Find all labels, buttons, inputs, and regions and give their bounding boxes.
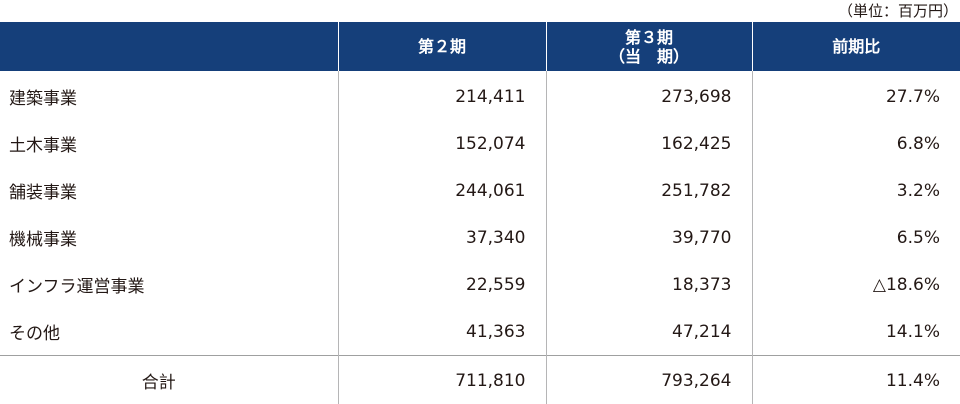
yoy-ratio-value: 3.2% [751, 167, 960, 214]
header-row: 第２期 第３期 （当 期） 前期比 [0, 22, 960, 71]
period-2-value: 22,559 [337, 261, 546, 308]
total-label: 合計 [0, 355, 338, 404]
period-3-value: 39,770 [545, 214, 752, 261]
yoy-ratio-value: 27.7% [751, 71, 960, 120]
total-period-2-value: 711,810 [337, 355, 546, 404]
period-3-value: 47,214 [545, 308, 752, 356]
table-row: 舗装事業 244,061 251,782 3.2% [0, 167, 960, 214]
yoy-ratio-value: 14.1% [751, 308, 960, 356]
header-period-3: 第３期 （当 期） [545, 22, 752, 71]
segment-name: 土木事業 [9, 136, 77, 156]
period-2-value: 244,061 [337, 167, 546, 214]
header-yoy-ratio: 前期比 [751, 22, 960, 71]
table-row: 建築事業 214,411 273,698 27.7% [0, 71, 960, 120]
header-period-3-sublabel: （当 期） [608, 46, 689, 66]
segment-name: 舗装事業 [9, 183, 77, 203]
table-body: 建築事業 214,411 273,698 27.7% 土木事業 152,074 … [0, 71, 960, 404]
table-row: インフラ運営事業 22,559 18,373 △18.6% [0, 261, 960, 308]
yoy-ratio-value: △18.6% [751, 261, 960, 308]
period-2-value: 214,411 [337, 71, 546, 120]
yoy-ratio-value: 6.8% [751, 120, 960, 167]
period-2-value: 37,340 [337, 214, 546, 261]
period-3-value: 18,373 [545, 261, 752, 308]
segment-name: インフラ運営事業 [9, 277, 145, 297]
segment-name: 機械事業 [9, 230, 77, 250]
header-period-2: 第２期 [337, 22, 546, 71]
segment-name: その他 [9, 324, 60, 344]
yoy-ratio-value: 6.5% [751, 214, 960, 261]
table-row: その他 41,363 47,214 14.1% [0, 308, 960, 356]
period-2-value: 152,074 [337, 120, 546, 167]
header-segment [0, 22, 338, 71]
table-row: 土木事業 152,074 162,425 6.8% [0, 120, 960, 167]
header-period-3-label: 第３期 [624, 27, 673, 47]
total-yoy-ratio-value: 11.4% [751, 355, 960, 404]
table-header: 第２期 第３期 （当 期） 前期比 [0, 22, 960, 71]
unit-label: （単位：百万円） [837, 2, 958, 20]
total-row: 合計 711,810 793,264 11.4% [0, 355, 960, 404]
period-3-value: 162,425 [545, 120, 752, 167]
segment-sales-table: 第２期 第３期 （当 期） 前期比 建築事業 214,411 273,698 2… [0, 22, 960, 404]
table-row: 機械事業 37,340 39,770 6.5% [0, 214, 960, 261]
total-period-3-value: 793,264 [545, 355, 752, 404]
segment-name: 建築事業 [9, 89, 77, 109]
period-3-value: 273,698 [545, 71, 752, 120]
period-2-value: 41,363 [337, 308, 546, 356]
period-3-value: 251,782 [545, 167, 752, 214]
